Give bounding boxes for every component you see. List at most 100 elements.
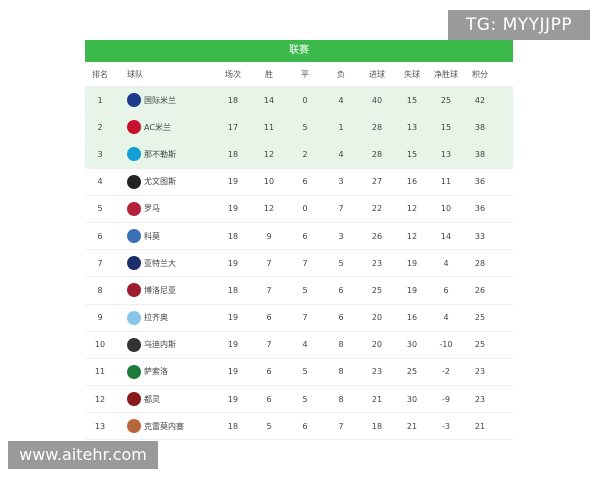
lazio-logo-icon (127, 310, 141, 325)
roma-logo-icon (127, 201, 141, 216)
header-goal-diff: 净胜球 (434, 69, 458, 79)
drawn-cell: 5 (302, 394, 308, 404)
cremonese-logo-icon (127, 419, 141, 434)
goals-for-cell: 28 (371, 149, 383, 159)
points-cell: 28 (474, 258, 486, 268)
rank-cell: 3 (97, 149, 103, 159)
header-goals-for: 进球 (369, 69, 385, 79)
won-cell: 12 (263, 204, 275, 214)
goals-for-cell: 25 (371, 285, 383, 295)
goals-against-cell: 12 (406, 204, 418, 214)
goal-diff-cell: 15 (440, 122, 452, 132)
won-cell: 14 (263, 95, 275, 105)
drawn-cell: 5 (302, 122, 308, 132)
standings-table: 联赛 排名 球队 场次 胜 平 负 进球 失球 净胜球 积分 1 国际米兰 18 14… (85, 40, 513, 441)
lost-cell: 6 (338, 285, 344, 295)
played-cell: 19 (227, 394, 239, 404)
header-goals-against: 失球 (404, 69, 420, 79)
lost-cell: 4 (338, 149, 344, 159)
table-row: 10 乌迪内斯 19 7 4 8 20 30 -10 25 (85, 332, 513, 359)
drawn-cell: 6 (302, 231, 308, 241)
team-name: 乌迪内斯 (144, 340, 176, 350)
goal-diff-cell: -9 (442, 394, 450, 404)
goals-against-cell: 19 (406, 258, 418, 268)
table-row: 13 克雷莫内塞 18 5 6 7 18 21 -3 21 (85, 413, 513, 441)
points-cell: 23 (474, 394, 486, 404)
drawn-cell: 7 (302, 258, 308, 268)
table-row: 9 拉齐奥 19 6 7 6 20 16 4 25 (85, 305, 513, 332)
goals-for-cell: 20 (371, 340, 383, 350)
won-cell: 11 (263, 122, 275, 132)
goals-against-cell: 15 (406, 95, 418, 105)
team-name: 拉齐奥 (144, 313, 168, 323)
points-cell: 23 (474, 367, 486, 377)
points-cell: 38 (474, 149, 486, 159)
header-played: 场次 (225, 69, 241, 79)
header-lost: 负 (337, 69, 345, 79)
league-title: 联赛 (85, 40, 513, 62)
won-cell: 6 (266, 313, 272, 323)
goals-against-cell: 16 (406, 313, 418, 323)
played-cell: 19 (227, 340, 239, 350)
header-won: 胜 (265, 69, 273, 79)
played-cell: 19 (227, 258, 239, 268)
lost-cell: 7 (338, 204, 344, 214)
team-cell: 罗马 (115, 201, 215, 216)
team-cell: 国际米兰 (115, 93, 215, 108)
table-row: 3 那不勒斯 18 12 2 4 28 15 13 38 (85, 141, 513, 169)
goals-against-cell: 16 (406, 177, 418, 187)
team-cell: 乌迪内斯 (115, 337, 215, 352)
lost-cell: 4 (338, 95, 344, 105)
lost-cell: 1 (338, 122, 344, 132)
team-name: 罗马 (144, 204, 160, 214)
goals-against-cell: 15 (406, 149, 418, 159)
goals-for-cell: 26 (371, 231, 383, 241)
goals-against-cell: 21 (406, 421, 418, 431)
rank-cell: 10 (94, 340, 106, 350)
table-row: 5 罗马 19 12 0 7 22 12 10 36 (85, 196, 513, 223)
played-cell: 19 (227, 367, 239, 377)
goals-for-cell: 20 (371, 313, 383, 323)
team-cell: 博洛尼亚 (115, 283, 215, 298)
watermark-telegram: TG: MYYJJPP (448, 10, 590, 40)
goals-for-cell: 23 (371, 258, 383, 268)
bologna-logo-icon (127, 283, 141, 298)
table-row: 12 都灵 19 6 5 8 21 30 -9 23 (85, 386, 513, 414)
goals-for-cell: 22 (371, 204, 383, 214)
napoli-logo-icon (127, 147, 141, 162)
goal-diff-cell: 4 (443, 313, 449, 323)
team-name: 克雷莫内塞 (144, 421, 184, 431)
goal-diff-cell: 10 (440, 204, 452, 214)
played-cell: 19 (227, 204, 239, 214)
played-cell: 19 (227, 313, 239, 323)
goals-for-cell: 40 (371, 95, 383, 105)
rank-cell: 2 (97, 122, 103, 132)
won-cell: 7 (266, 258, 272, 268)
header-drawn: 平 (301, 69, 309, 79)
header-rank: 排名 (92, 69, 108, 79)
team-cell: 都灵 (115, 392, 215, 407)
rank-cell: 9 (97, 313, 103, 323)
drawn-cell: 0 (302, 95, 308, 105)
goals-against-cell: 25 (406, 367, 418, 377)
played-cell: 18 (227, 421, 239, 431)
team-cell: 尤文图斯 (115, 174, 215, 189)
goal-diff-cell: -2 (442, 367, 450, 377)
lost-cell: 8 (338, 340, 344, 350)
goal-diff-cell: 4 (443, 258, 449, 268)
drawn-cell: 7 (302, 313, 308, 323)
goal-diff-cell: 13 (440, 149, 452, 159)
table-row: 4 尤文图斯 19 10 6 3 27 16 11 36 (85, 169, 513, 196)
won-cell: 5 (266, 421, 272, 431)
goal-diff-cell: -3 (442, 421, 450, 431)
table-body: 1 国际米兰 18 14 0 4 40 15 25 42 2 AC米兰 17 11 5 1 28 13 15 38 3 那… (85, 87, 513, 441)
team-name: 亚特兰大 (144, 258, 176, 268)
drawn-cell: 5 (302, 367, 308, 377)
drawn-cell: 6 (302, 177, 308, 187)
table-row: 2 AC米兰 17 11 5 1 28 13 15 38 (85, 114, 513, 142)
goals-for-cell: 18 (371, 421, 383, 431)
goals-for-cell: 27 (371, 177, 383, 187)
points-cell: 25 (474, 313, 486, 323)
lost-cell: 6 (338, 313, 344, 323)
goals-against-cell: 13 (406, 122, 418, 132)
